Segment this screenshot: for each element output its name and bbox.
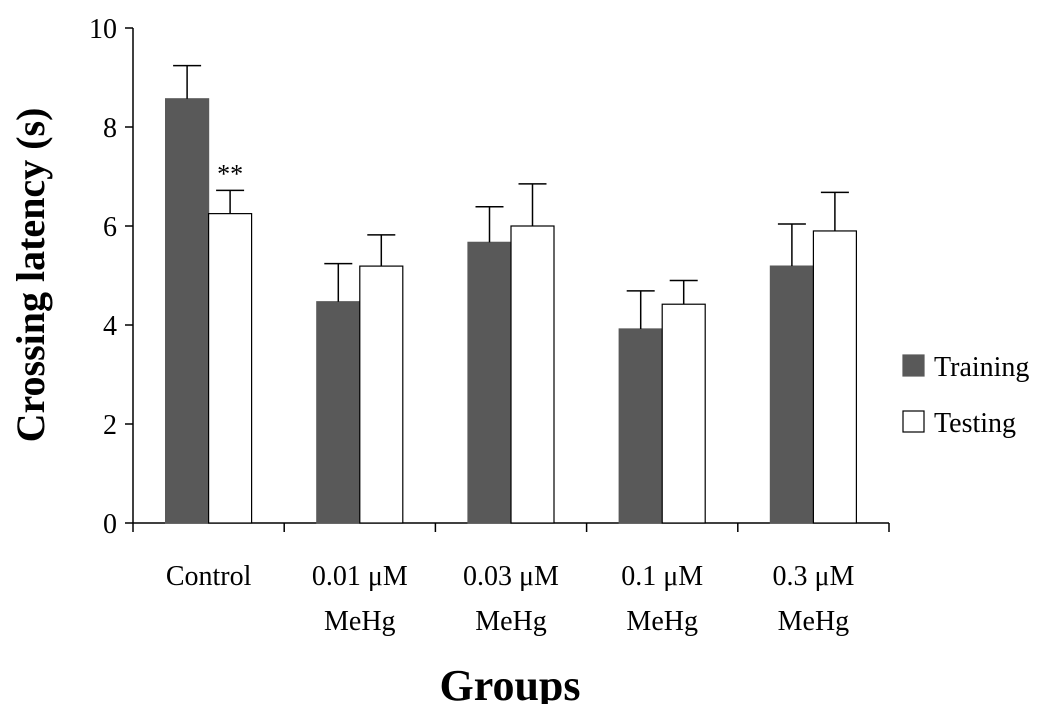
bar-testing (812, 230, 858, 524)
legend-label-training: Training (934, 352, 1029, 383)
x-tick-label: 0.1 μM (621, 561, 703, 592)
bar-training (618, 328, 663, 524)
x-tick-label: Control (166, 561, 252, 592)
error-bars-group (173, 64, 849, 329)
y-axis-title: Crossing latency (s) (8, 108, 53, 443)
y-tick-label: 6 (103, 212, 117, 243)
x-tick-label: MeHg (475, 606, 547, 637)
legend-swatch-testing (902, 410, 925, 433)
x-tick-label: 0.03 μM (463, 561, 559, 592)
legend: Training Testing (902, 352, 1029, 439)
bar-testing (359, 265, 404, 524)
bar-testing (208, 213, 253, 524)
bar-training (316, 301, 361, 524)
bars-group (165, 98, 858, 524)
x-tick-labels: Control 0.01 μM MeHg 0.03 μM MeHg 0.1 μM MeHg 0… (166, 561, 855, 637)
bar-testing (510, 225, 555, 524)
y-tick-label: 2 (103, 410, 117, 441)
significance-annotation: ** (217, 159, 243, 188)
x-tick-label: MeHg (778, 606, 850, 637)
bar-training (467, 241, 512, 524)
y-tick-label: 8 (103, 113, 117, 144)
axis-ticks: 0 2 4 6 8 10 (89, 14, 890, 540)
x-tick-label: MeHg (324, 606, 396, 637)
y-tick-label: 4 (103, 311, 117, 342)
y-tick-label: 10 (89, 14, 117, 45)
legend-swatch-training (902, 354, 925, 377)
x-tick-label: MeHg (626, 606, 698, 637)
bar-training (769, 265, 815, 524)
y-tick-label: 0 (103, 509, 117, 540)
annotations-group: ** (217, 159, 243, 188)
x-tick-label: 0.01 μM (312, 561, 408, 592)
bar-training (165, 98, 210, 524)
x-tick-label: 0.3 μM (772, 561, 854, 592)
bar-testing (661, 303, 706, 524)
legend-label-testing: Testing (934, 408, 1016, 439)
x-axis-title: Groups (439, 661, 580, 704)
